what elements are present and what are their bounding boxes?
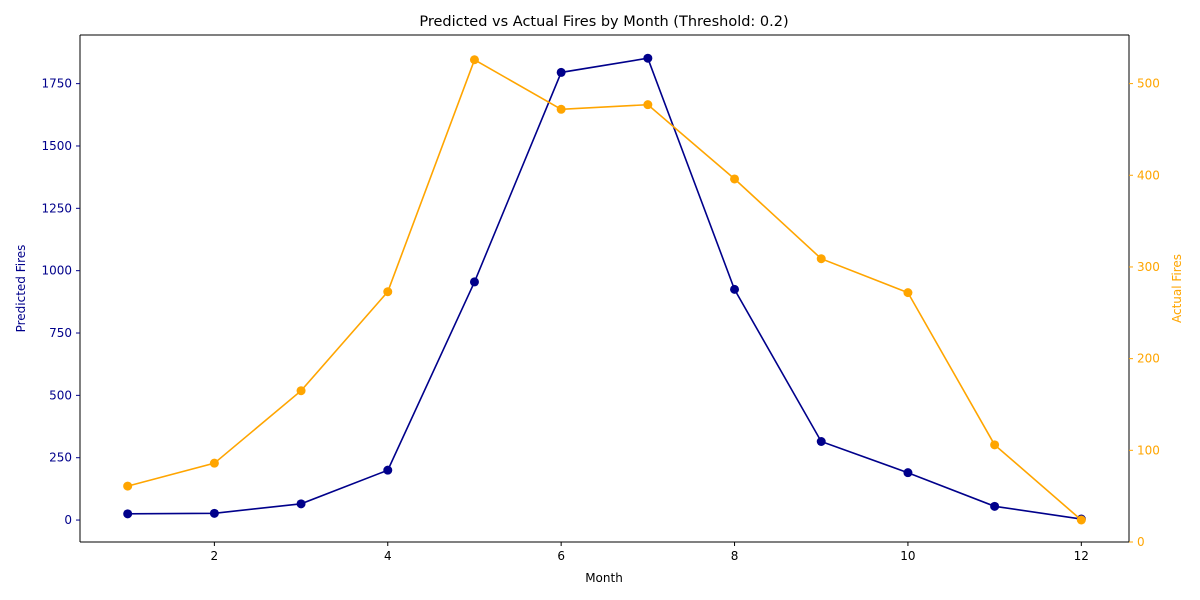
x-tick-label: 4: [384, 549, 392, 563]
left-y-tick-label: 1000: [41, 264, 72, 278]
data-point-predicted: [383, 465, 393, 475]
data-point-actual: [209, 458, 219, 468]
data-point-predicted: [816, 436, 826, 446]
left-y-tick-label: 1750: [41, 77, 72, 91]
data-point-predicted: [556, 67, 566, 77]
x-tick-label: 8: [731, 549, 739, 563]
data-point-actual: [643, 100, 653, 110]
left-y-tick-label: 250: [49, 451, 72, 465]
data-point-actual: [816, 254, 826, 264]
data-point-actual: [123, 481, 133, 491]
data-point-predicted: [123, 509, 133, 519]
data-point-actual: [730, 174, 740, 184]
right-y-axis-label: Actual Fires: [1170, 254, 1184, 323]
right-y-tick-label: 200: [1137, 352, 1160, 366]
data-point-predicted: [903, 468, 913, 478]
data-point-predicted: [296, 499, 306, 509]
data-point-actual: [1076, 515, 1086, 525]
right-y-tick-label: 500: [1137, 77, 1160, 91]
data-point-actual: [990, 440, 1000, 450]
left-y-tick-label: 500: [49, 388, 72, 402]
chart-title: Predicted vs Actual Fires by Month (Thre…: [419, 14, 788, 30]
plot-area: 2 4 6 8 10 12 0 250 500 750 1000 1250 1500 1750 0 100 20…: [41, 34, 1160, 563]
right-y-tick-label: 400: [1137, 168, 1160, 182]
series-line-actual: [127, 58, 1082, 521]
data-point-actual: [556, 104, 566, 114]
x-axis-label: Month: [585, 571, 623, 585]
x-tick-label: 10: [900, 549, 915, 563]
data-point-actual: [903, 288, 913, 298]
right-y-tick-label: 0: [1137, 535, 1145, 549]
left-y-tick-label: 0: [64, 513, 72, 527]
x-tick-label: 2: [211, 549, 219, 563]
right-y-tick-label: 100: [1137, 443, 1160, 457]
left-y-tick-label: 750: [49, 326, 72, 340]
data-point-actual: [296, 386, 306, 396]
left-y-axis-label: Predicted Fires: [14, 245, 28, 333]
x-tick-label: 6: [557, 549, 565, 563]
data-point-predicted: [469, 277, 479, 287]
right-y-tick-label: 300: [1137, 260, 1160, 274]
data-point-actual: [383, 287, 393, 297]
data-point-predicted: [990, 501, 1000, 511]
left-y-tick-label: 1500: [41, 139, 72, 153]
x-tick-label: 12: [1074, 549, 1089, 563]
data-point-predicted: [643, 53, 653, 63]
data-point-predicted: [730, 284, 740, 294]
left-y-tick-label: 1250: [41, 201, 72, 215]
data-point-actual: [469, 55, 479, 65]
data-point-predicted: [209, 508, 219, 518]
series-line-predicted: [127, 57, 1082, 520]
